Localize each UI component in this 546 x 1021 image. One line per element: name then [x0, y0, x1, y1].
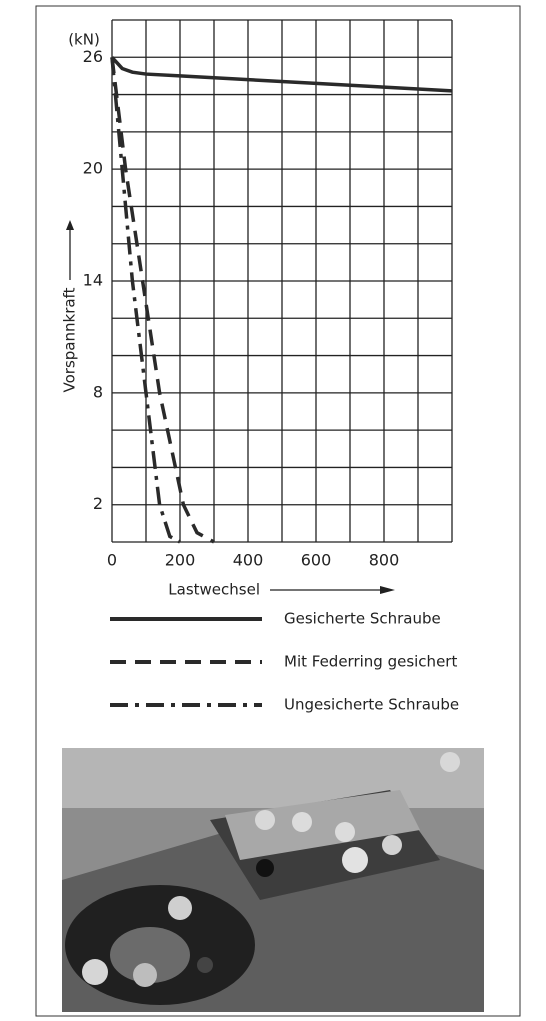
y-tick-label: 14	[83, 271, 103, 290]
y-tick-label: 8	[93, 382, 103, 401]
y-tick-label: 26	[83, 47, 103, 66]
y-arrow-head	[66, 220, 74, 230]
x-tick-label: 0	[107, 551, 117, 570]
x-tick-label: 800	[369, 551, 400, 570]
chart: (kN) Vorspannkraft Lastwechsel 281420260…	[0, 0, 546, 1021]
legend-label: Ungesicherte Schraube	[284, 696, 459, 714]
x-tick-label: 600	[301, 551, 332, 570]
y-label-group: Vorspannkraft	[61, 220, 79, 392]
y-label: Vorspannkraft	[61, 287, 79, 392]
legend-label: Gesicherte Schraube	[284, 610, 441, 628]
x-arrow-head	[380, 586, 395, 594]
x-tick-label: 200	[165, 551, 196, 570]
x-tick-label: 400	[233, 551, 264, 570]
y-tick-label: 20	[83, 159, 103, 178]
x-label: Lastwechsel	[168, 581, 260, 599]
page: (kN) Vorspannkraft Lastwechsel 281420260…	[0, 0, 546, 1021]
y-tick-label: 2	[93, 494, 103, 513]
legend-label: Mit Federring gesichert	[284, 653, 457, 671]
line	[112, 57, 214, 542]
photo	[62, 748, 484, 1012]
